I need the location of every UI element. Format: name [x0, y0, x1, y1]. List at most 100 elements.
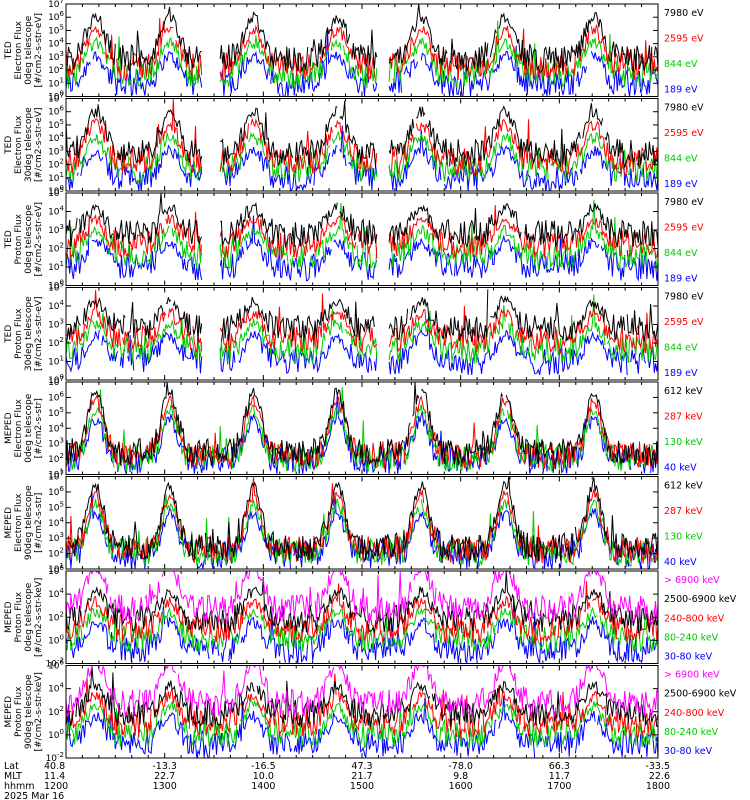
legend-entry: 189 eV — [664, 85, 698, 96]
y-tick-label: 100 — [48, 90, 64, 103]
y-tick-label: 105 — [48, 406, 64, 419]
y-axis-label-line: Proton Flux — [14, 308, 24, 359]
panel-traces — [66, 289, 658, 376]
legend: > 6900 keV 2500-6900 keV 240-800 keV 80-240… — [664, 670, 737, 758]
y-tick-label: 105 — [48, 186, 64, 199]
y-axis-label-line: [#/cm2-s-str] — [34, 493, 44, 553]
panel-traces — [66, 665, 658, 758]
y-tick-label: 101 — [48, 260, 64, 273]
y-tick-label: 104 — [48, 587, 64, 600]
series-7980-ev — [66, 4, 658, 73]
legend-entry: 844 eV — [664, 343, 698, 354]
x-axis-value: -78.0 — [448, 761, 473, 772]
y-axis-label: MEPED Electron Flux 90deg telescope [#/cm2-… — [4, 485, 44, 560]
legend-entry: 80-240 keV — [664, 727, 719, 738]
legend: 7980 eV 2595 eV 844 eV 189 eV — [664, 103, 704, 191]
y-tick-label: 105 — [48, 281, 64, 294]
y-axis-label-line: 30deg telescope — [24, 296, 34, 371]
y-axis-label-line: [#/cm2-s-str] — [34, 398, 44, 458]
y-tick-label: 104 — [48, 516, 64, 529]
y-tick-label: 105 — [48, 500, 64, 513]
y-axis-label: TED Proton Flux 30deg telescope [#/cm2-s-st… — [4, 296, 44, 371]
y-axis-label-line: TED — [4, 136, 14, 155]
y-tick-label: 104 — [48, 421, 64, 434]
y-tick-label: 100 — [48, 279, 64, 292]
x-axis-value: 22.6 — [649, 771, 670, 782]
y-tick-label: 100 — [48, 633, 64, 646]
y-tick-label: 103 — [48, 437, 64, 450]
series-7980-ev — [66, 193, 658, 249]
y-tick-label: 106 — [48, 564, 64, 577]
y-axis-label: MEPED Proton Flux 90deg telescope [#/cm2-s-… — [4, 672, 44, 751]
y-tick-label: 103 — [48, 531, 64, 544]
legend-entry: 130 keV — [664, 437, 703, 448]
y-axis-label-line: 0deg telescope — [24, 393, 34, 463]
legend-entry: 7980 eV — [664, 103, 704, 114]
y-axis-label-line: [#/cm2-s-str-eV] — [34, 107, 44, 182]
y-tick-label: 104 — [48, 131, 64, 144]
y-axis-label-line: 0deg telescope — [24, 582, 34, 652]
panel-ted-proton-30deg: 100 101 102 103 104 105 TED Proton Flux 30deg te… — [4, 281, 704, 387]
legend: 612 keV 287 keV 130 keV 40 keV — [664, 386, 703, 474]
legend-entry: 189 eV — [664, 179, 698, 190]
series--6900-kev — [66, 665, 658, 719]
series-2500-6900-kev — [66, 571, 658, 633]
x-axis-value: 47.3 — [351, 761, 372, 772]
panel-traces — [66, 571, 658, 664]
legend: 7980 eV 2595 eV 844 eV 189 eV — [664, 292, 704, 380]
y-axis-label-line: TED — [4, 41, 14, 60]
x-axis-value: 1800 — [646, 781, 670, 792]
y-axis-label: TED Electron Flux 30deg telescope [#/cm2-s-… — [4, 107, 44, 182]
y-axis-label-line: Electron Flux — [14, 493, 24, 552]
panel-frame — [65, 3, 659, 97]
x-axis-row-name: hhmm — [4, 781, 35, 792]
series-189-ev — [66, 316, 658, 376]
y-tick-label: 107 — [48, 375, 64, 388]
legend-entry: 287 keV — [664, 412, 703, 423]
legend-entry: 7980 eV — [664, 8, 704, 19]
y-tick-label: 104 — [48, 299, 64, 312]
legend: > 6900 keV 2500-6900 keV 240-800 keV 80-240… — [664, 575, 737, 663]
y-axis-label-line: Electron Flux — [14, 20, 24, 79]
series-7980-ev — [66, 289, 658, 342]
x-axis-value: 1200 — [44, 781, 68, 792]
y-axis-label-line: MEPED — [4, 412, 14, 444]
y-axis-label-line: MEPED — [4, 696, 14, 728]
legend-entry: 2595 eV — [664, 317, 704, 328]
series-844-ev — [66, 199, 658, 271]
series-612-kev — [68, 476, 658, 561]
panel-traces — [66, 4, 658, 97]
panel-meped-electron-0deg: 101 102 103 104 105 106 107 MEPED Electron Flux 0… — [4, 375, 703, 481]
legend-entry: 2595 eV — [664, 128, 704, 139]
legend-entry: 287 keV — [664, 506, 703, 517]
y-axis-label-line: [#/cm2-s-str-keV] — [34, 672, 44, 751]
legend-entry: > 6900 keV — [664, 575, 720, 586]
y-tick-label: 102 — [48, 242, 64, 255]
legend-entry: 189 eV — [664, 368, 698, 379]
legend: 7980 eV 2595 eV 844 eV 189 eV — [664, 197, 704, 285]
y-tick-label: 104 — [48, 37, 64, 50]
y-tick-label: 100 — [48, 728, 64, 741]
legend-entry: 2500-6900 keV — [664, 594, 737, 605]
y-tick-label: 103 — [48, 223, 64, 236]
x-axis-value: 1600 — [449, 781, 473, 792]
y-tick-label: 103 — [48, 50, 64, 63]
y-axis-label-line: [#/cm2-s-str-keV] — [34, 578, 44, 657]
y-axis-label-line: [#/cm2-s-str-eV] — [34, 13, 44, 88]
panel-traces — [66, 476, 658, 569]
x-axis-value: 1400 — [251, 781, 275, 792]
y-axis-label-line: TED — [4, 325, 14, 344]
legend-entry: 7980 eV — [664, 292, 704, 303]
legend-entry: 2595 eV — [664, 223, 704, 234]
y-axis-label: TED Proton Flux 0deg telescope [#/cm2-s-str… — [4, 202, 44, 277]
x-axis-value: 1700 — [547, 781, 571, 792]
y-axis-label-line: 90deg telescope — [24, 674, 34, 749]
y-tick-label: 100 — [48, 373, 64, 386]
y-axis-label-line: MEPED — [4, 601, 14, 633]
y-tick-label: 107 — [48, 0, 64, 10]
y-axis-label-line: Proton Flux — [14, 591, 24, 642]
